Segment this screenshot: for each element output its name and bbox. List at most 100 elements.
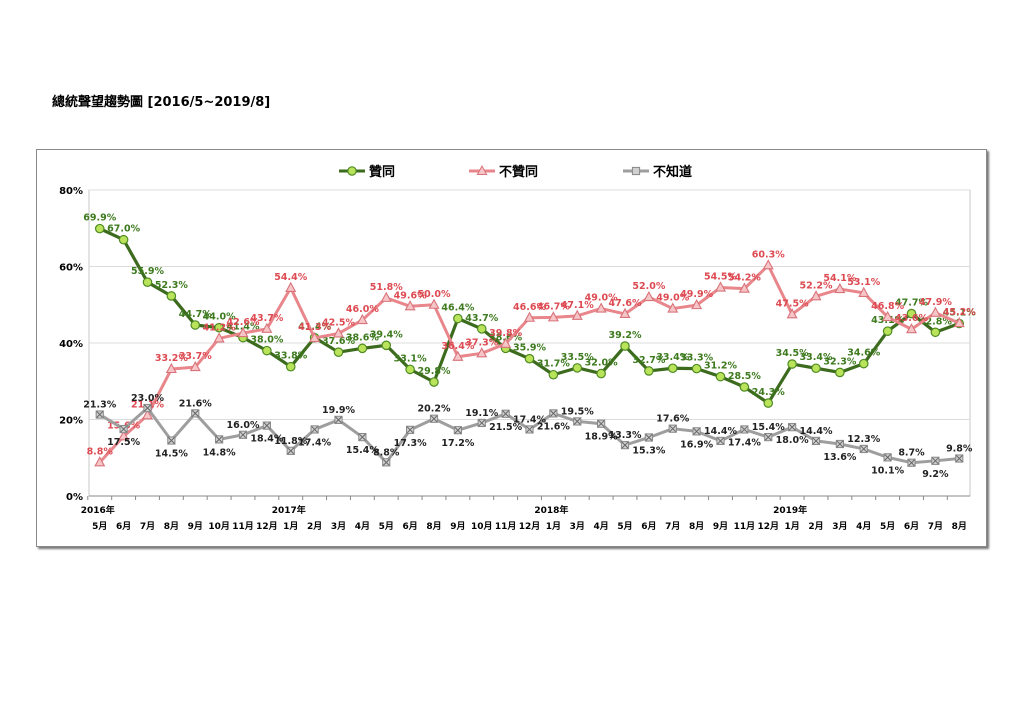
- data-point-cross: [311, 426, 318, 433]
- data-point: [571, 309, 583, 320]
- data-point: [762, 259, 774, 270]
- data-label: 47.5%: [776, 298, 809, 309]
- x-tick-label: 2月: [808, 521, 823, 532]
- data-label: 18.0%: [776, 435, 809, 446]
- data-label: 10.1%: [871, 465, 904, 476]
- data-point: [429, 377, 439, 387]
- data-point: [453, 313, 463, 324]
- data-point-cross: [669, 425, 677, 433]
- x-tick-label: 7月: [665, 521, 680, 532]
- x-tick-label: 4月: [593, 521, 608, 532]
- data-point: [476, 347, 488, 358]
- line-chart: 0%20%40%60%80%5月 6月 7月 8月 9月 10月 11月 12月 1月 2月 3月 4…: [59, 164, 976, 532]
- data-label: 41.2%: [203, 322, 236, 333]
- data-label: 33.4%: [656, 352, 689, 363]
- y-tick-label: 80%: [59, 186, 83, 197]
- data-point-cross: [168, 437, 175, 444]
- year-label: 2016年: [81, 504, 115, 516]
- legend-label: 不贊同: [499, 164, 538, 180]
- data-point: [930, 327, 941, 338]
- data-point: [738, 282, 750, 293]
- data-label: 17.3%: [394, 438, 427, 449]
- data-point-cross: [382, 458, 390, 466]
- data-point: [118, 234, 129, 245]
- data-label: 24.3%: [752, 387, 785, 398]
- data-point: [595, 302, 607, 313]
- legend-label: 不知道: [653, 164, 692, 180]
- data-label: 52.2%: [800, 280, 833, 291]
- data-label: 43.6%: [895, 313, 928, 324]
- data-label: 37.3%: [465, 337, 498, 348]
- x-tick-label: 12月: [519, 521, 541, 532]
- data-label: 8.8%: [87, 446, 114, 457]
- x-tick-label: 11月: [495, 521, 517, 532]
- data-point: [763, 398, 774, 408]
- x-tick-label: 8月: [689, 521, 704, 532]
- data-label: 36.4%: [441, 341, 474, 352]
- data-label: 39.8%: [489, 328, 522, 339]
- data-label: 33.2%: [155, 353, 188, 364]
- data-point-cross: [932, 457, 939, 465]
- data-point-cross: [263, 422, 271, 429]
- data-point: [810, 290, 822, 301]
- data-label: 18.9%: [585, 432, 618, 443]
- data-label: 14.4%: [704, 426, 737, 437]
- y-tick-label: 40%: [59, 339, 83, 350]
- data-label: 12.3%: [847, 434, 880, 445]
- data-point: [452, 350, 464, 361]
- x-tick-label: 12月: [256, 521, 278, 532]
- data-label: 37.6%: [322, 336, 355, 347]
- data-point: [811, 363, 821, 374]
- data-point-cross: [478, 419, 486, 427]
- x-tick-label: 9月: [188, 521, 203, 532]
- data-point: [786, 308, 798, 319]
- data-label: 21.6%: [537, 421, 570, 432]
- data-label: 33.3%: [680, 353, 713, 364]
- data-label: 45.1%: [943, 307, 976, 318]
- data-label: 42.6%: [227, 317, 260, 328]
- data-label: 67.0%: [107, 224, 140, 235]
- data-label: 33.8%: [274, 351, 307, 362]
- data-label: 8.7%: [898, 448, 925, 459]
- data-point-cross: [120, 425, 127, 433]
- data-label: 21.5%: [489, 422, 522, 433]
- x-tick-label: 6月: [402, 521, 417, 532]
- data-label: 18.4%: [250, 434, 283, 445]
- data-point: [213, 332, 225, 343]
- x-tick-label: 7月: [928, 521, 943, 532]
- x-tick-label: 5月: [92, 521, 107, 532]
- data-point: [189, 360, 201, 372]
- data-label: 17.2%: [441, 438, 474, 449]
- data-label: 52.3%: [155, 280, 188, 291]
- series-2: 8.8%15.6%21.1%33.2%33.7%41.2%42.6%43.7%5…: [87, 249, 976, 467]
- x-tick-label: 8月: [952, 521, 967, 532]
- x-tick-label: 3月: [570, 521, 585, 532]
- x-tick-label: 1月: [283, 521, 298, 532]
- data-label: 60.3%: [752, 249, 785, 260]
- x-tick-label: 10月: [471, 521, 493, 532]
- data-point: [643, 290, 655, 302]
- data-point: [644, 366, 654, 376]
- data-label: 46.0%: [346, 304, 379, 315]
- data-point: [285, 361, 296, 372]
- data-point: [214, 322, 224, 333]
- data-label: 31.2%: [704, 361, 737, 372]
- year-label: 2018年: [534, 504, 568, 516]
- data-label: 15.4%: [752, 422, 785, 433]
- data-label: 46.4%: [441, 303, 474, 314]
- data-point: [142, 277, 153, 287]
- data-label: 14.4%: [800, 426, 833, 437]
- data-point-cross: [191, 410, 199, 417]
- data-label: 41.3%: [298, 322, 331, 333]
- data-point: [405, 364, 415, 375]
- x-tick-label: 7月: [140, 521, 155, 532]
- data-point-cross: [836, 440, 844, 448]
- data-point-cross: [454, 426, 462, 434]
- data-point-cross: [764, 433, 772, 441]
- data-label: 49.9%: [680, 289, 713, 300]
- data-label: 53.1%: [847, 277, 880, 288]
- data-point: [691, 363, 702, 374]
- data-label: 34.6%: [847, 348, 880, 359]
- data-label: 32.7%: [632, 355, 665, 366]
- data-point: [190, 320, 201, 330]
